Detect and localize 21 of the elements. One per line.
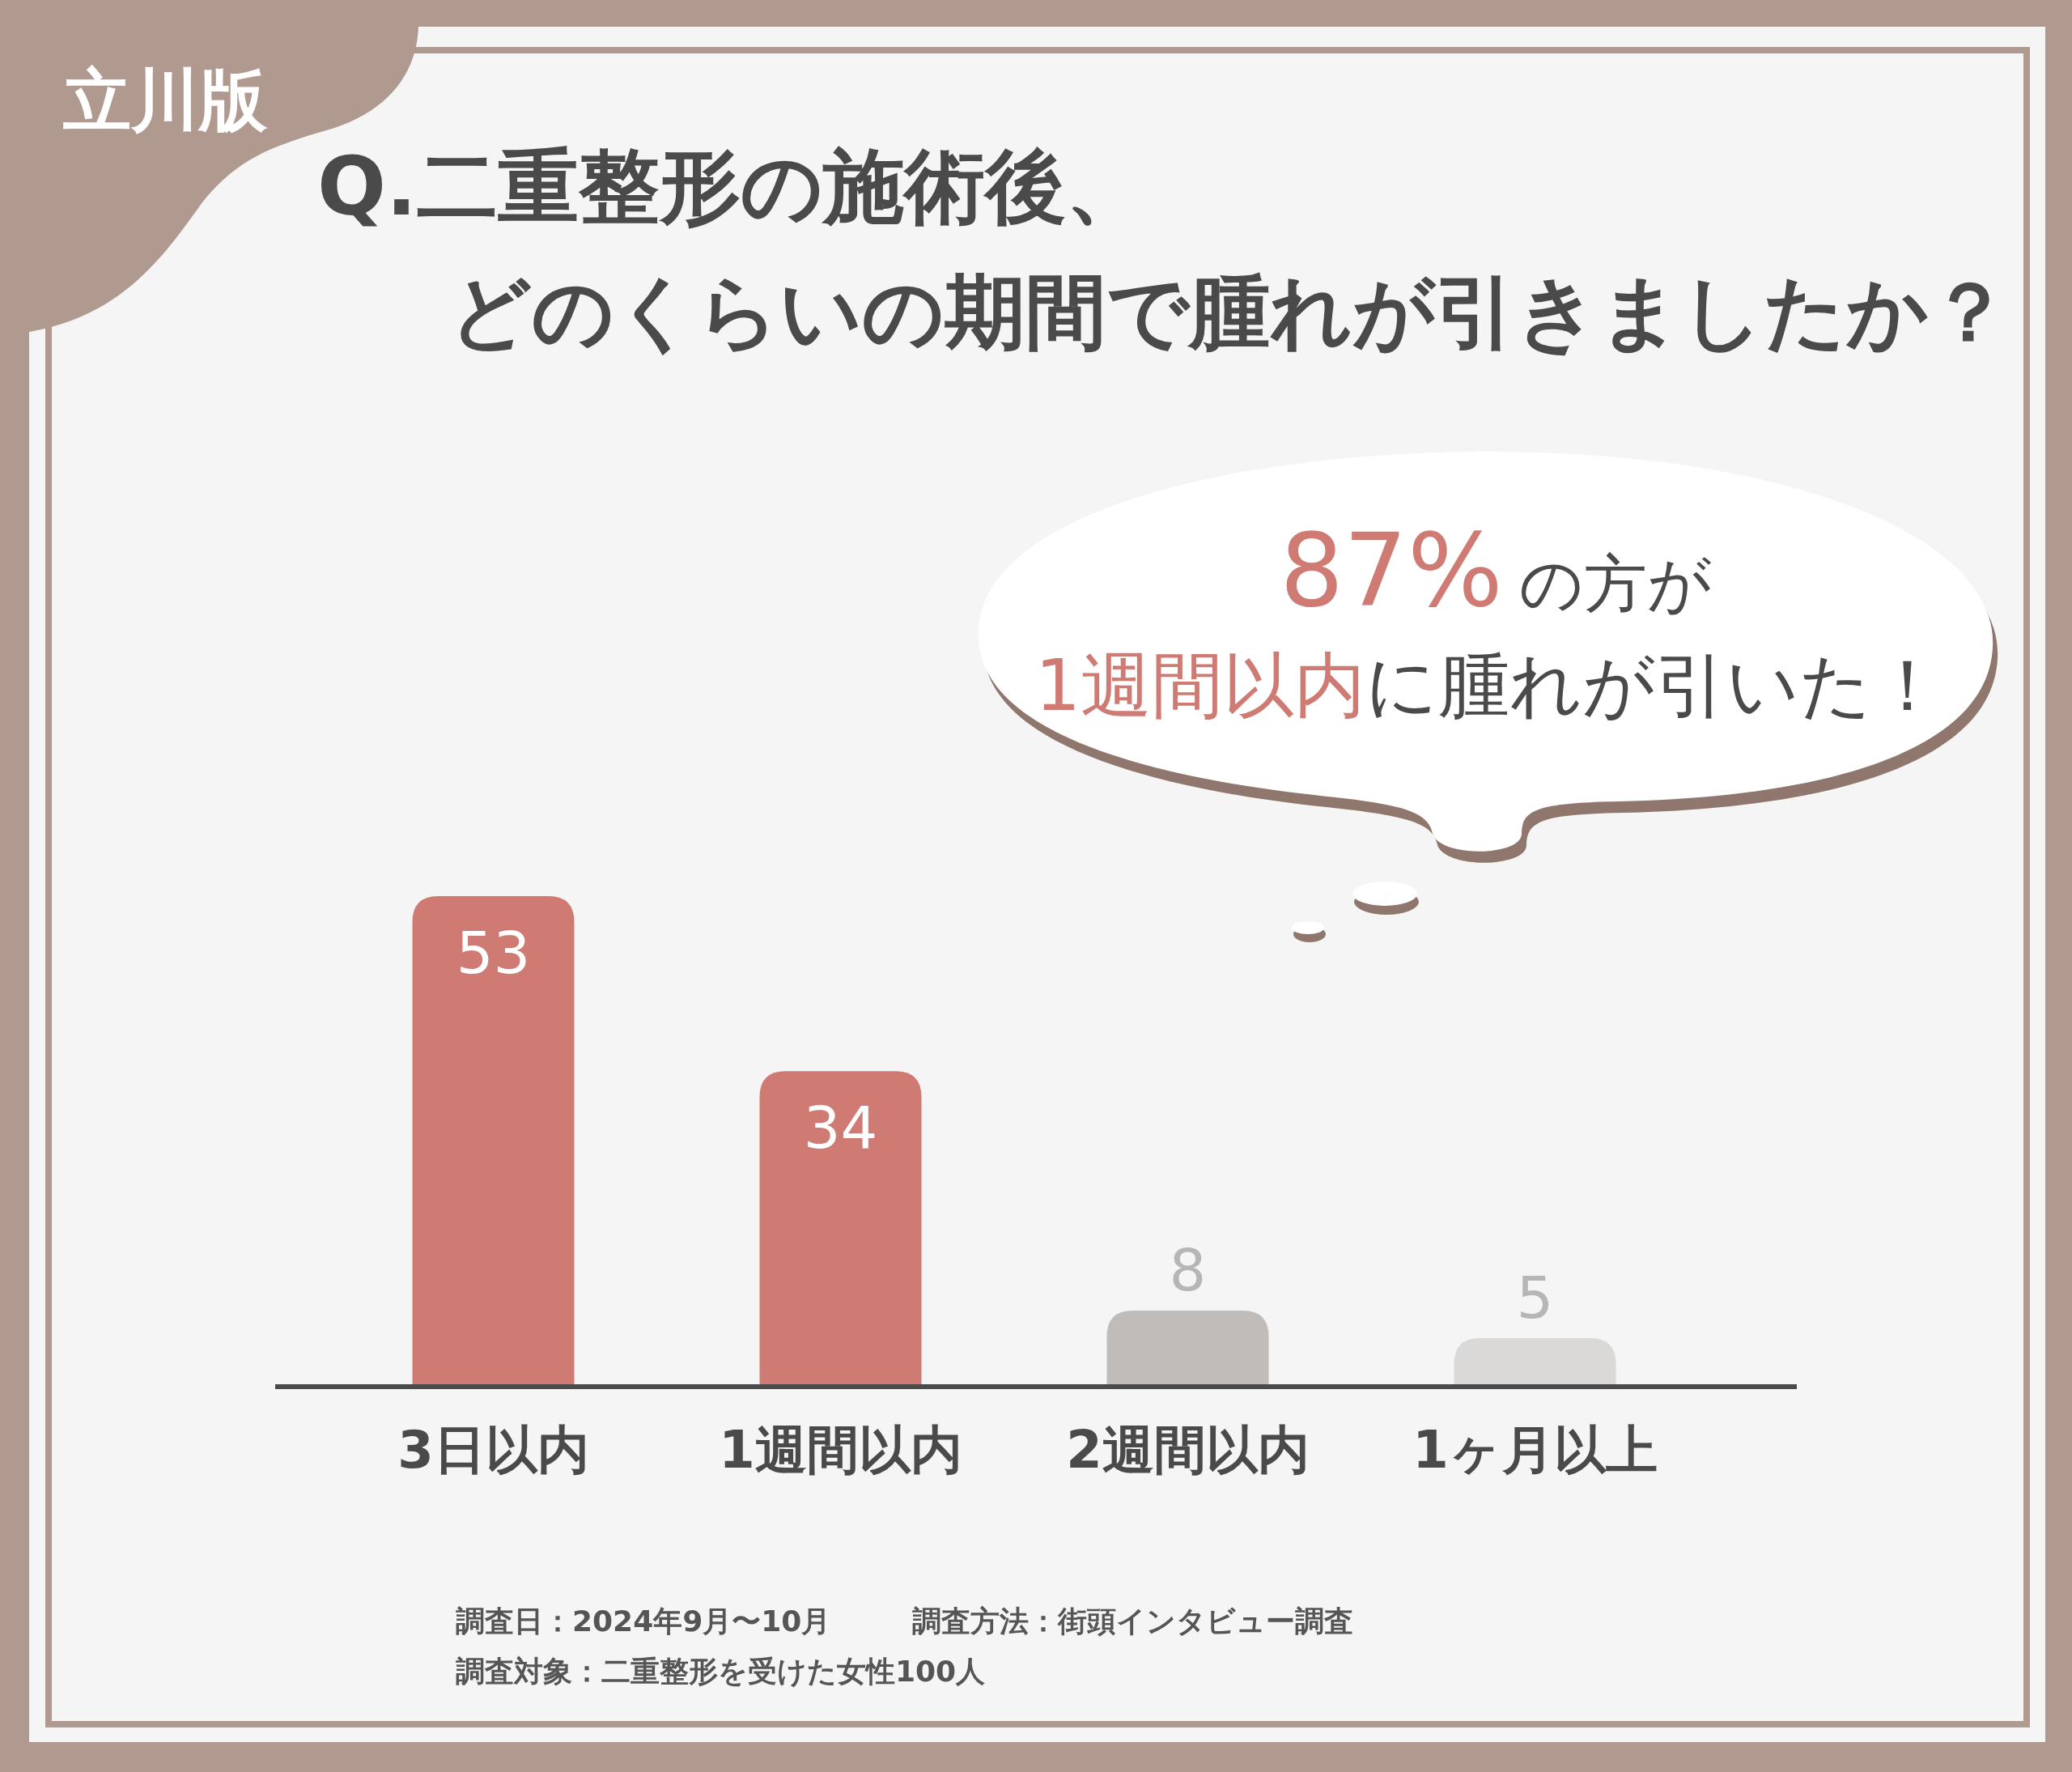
bar [759,1071,922,1384]
text: 1週間以内 [1035,644,1365,727]
bar [1106,1310,1269,1384]
text: 調査対象：二重整形を受けた女性100人 [456,1654,986,1688]
x-tick-label: 1ヶ月以上 [1412,1420,1658,1480]
data-label: 5 [1516,1264,1554,1332]
text: の方が [1518,547,1712,620]
data-label: 53 [456,919,531,987]
text: 調査方法：街頭インタビュー調査 [912,1604,1353,1638]
x-tick-label: 1週間以内 [719,1420,962,1480]
bar [412,896,575,1384]
text: に腫れが引いた！ [1365,644,1943,727]
data-label: 8 [1169,1235,1207,1304]
text: 87% [1280,512,1503,629]
x-tick-label: 3日以内 [397,1420,589,1480]
x-tick-label: 2週間以内 [1066,1420,1310,1480]
bar [1454,1338,1616,1384]
chart-title: Q.二重整形の施術後、どのくらいの期間で腫れが引きましたか？ [317,139,2010,359]
text: 調査日：2024年9月〜10月 [456,1604,831,1638]
data-label: 34 [803,1094,878,1162]
text: 立川版 [62,61,268,140]
